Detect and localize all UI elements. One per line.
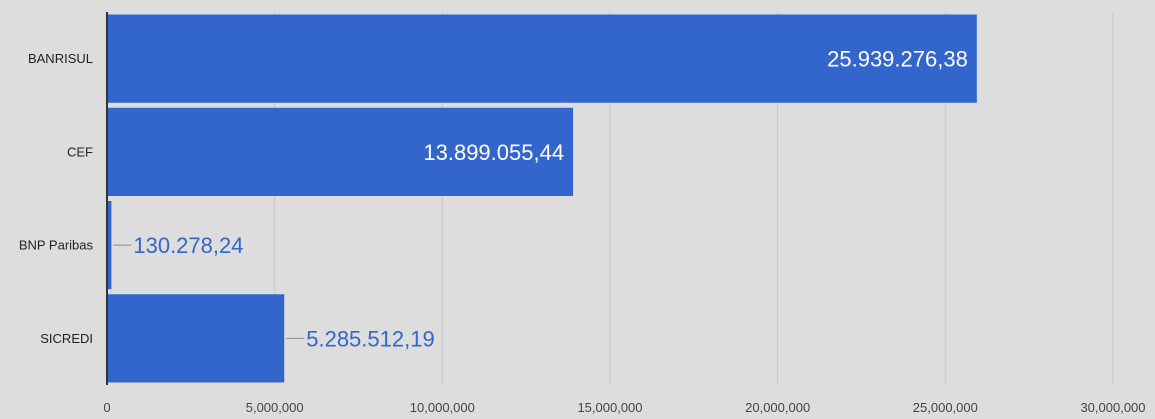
category-label: BANRISUL bbox=[28, 51, 93, 66]
value-label: 13.899.055,44 bbox=[423, 140, 564, 165]
x-tick-label: 10,000,000 bbox=[410, 400, 475, 415]
x-tick-label: 15,000,000 bbox=[577, 400, 642, 415]
value-label: 130.278,24 bbox=[133, 233, 243, 258]
category-label: BNP Paribas bbox=[19, 238, 94, 253]
bar-sicredi bbox=[107, 294, 285, 383]
bar-cef bbox=[107, 107, 574, 196]
x-tick-label: 0 bbox=[103, 400, 110, 415]
category-label: CEF bbox=[67, 144, 93, 159]
bar-bnp-paribas bbox=[107, 201, 112, 290]
x-tick-label: 25,000,000 bbox=[913, 400, 978, 415]
value-label: 25.939.276,38 bbox=[827, 47, 968, 72]
value-label: 5.285.512,19 bbox=[306, 326, 434, 351]
x-tick-label: 30,000,000 bbox=[1080, 400, 1145, 415]
category-label: SICREDI bbox=[40, 331, 93, 346]
x-tick-label: 5,000,000 bbox=[246, 400, 304, 415]
x-tick-label: 20,000,000 bbox=[745, 400, 810, 415]
bar-banrisul bbox=[107, 14, 977, 103]
